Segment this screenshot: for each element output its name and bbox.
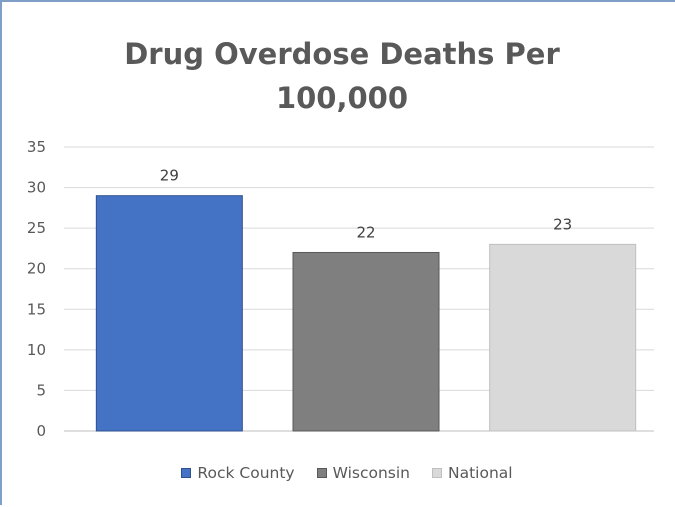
y-tick-label-15: 15 [27, 300, 46, 318]
y-tick-label-25: 25 [27, 219, 46, 237]
y-tick-label-20: 20 [27, 260, 46, 278]
data-label-rock-county: 29 [160, 167, 179, 185]
y-tick-label-0: 0 [36, 422, 46, 440]
chart-title-line-1: Drug Overdose Deaths Per [124, 37, 560, 71]
chart-title: Drug Overdose Deaths Per 100,000 [2, 32, 675, 120]
chart-title-line-2: 100,000 [275, 81, 409, 115]
y-tick-label-35: 35 [27, 138, 46, 156]
bar-rock-county [95, 195, 243, 432]
legend-item-wisconsin: Wisconsin [316, 464, 410, 482]
data-label-national: 23 [553, 215, 572, 233]
legend-label-rock-county: Rock County [197, 464, 295, 482]
data-label-wisconsin: 22 [356, 223, 375, 241]
bar-national [489, 243, 637, 432]
bar-wisconsin [292, 251, 440, 432]
y-tick-label-30: 30 [27, 179, 46, 197]
chart-legend: Rock County Wisconsin National [2, 464, 675, 482]
legend-swatch-national [432, 468, 442, 478]
legend-item-national: National [432, 464, 513, 482]
legend-item-rock-county: Rock County [181, 464, 295, 482]
legend-swatch-rock-county [181, 468, 192, 478]
y-tick-label-10: 10 [27, 341, 46, 359]
legend-label-wisconsin: Wisconsin [332, 464, 410, 482]
y-tick-label-5: 5 [36, 381, 46, 399]
legend-label-national: National [448, 464, 513, 482]
legend-swatch-wisconsin [316, 468, 327, 478]
